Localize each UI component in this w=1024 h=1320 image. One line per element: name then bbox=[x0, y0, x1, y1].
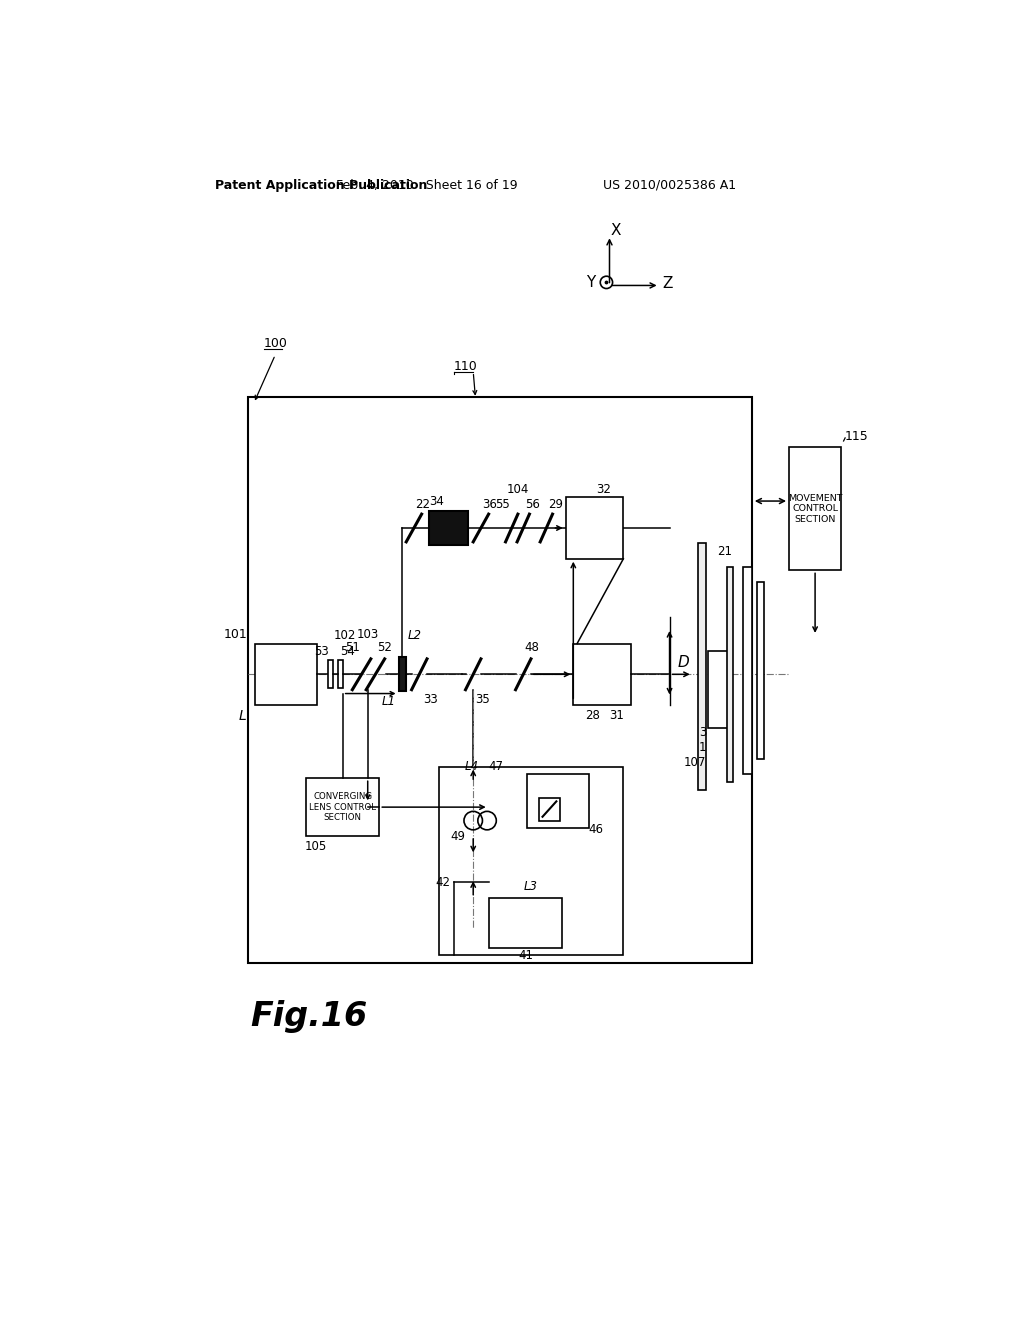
Bar bbox=[339, 660, 343, 688]
Bar bbox=[708, 651, 731, 729]
Text: 1: 1 bbox=[699, 741, 707, 754]
Text: Z: Z bbox=[663, 276, 673, 292]
Text: 32: 32 bbox=[596, 483, 610, 496]
Text: L1: L1 bbox=[381, 694, 395, 708]
Text: 41: 41 bbox=[518, 949, 534, 962]
Bar bbox=[248, 397, 752, 964]
Text: L3: L3 bbox=[523, 879, 538, 892]
Text: 101: 101 bbox=[224, 628, 248, 640]
Text: 21: 21 bbox=[717, 545, 732, 557]
Bar bbox=[788, 447, 842, 570]
Text: 3: 3 bbox=[699, 726, 707, 739]
Text: Feb. 4, 2010   Sheet 16 of 19: Feb. 4, 2010 Sheet 16 of 19 bbox=[336, 178, 518, 191]
Text: 51: 51 bbox=[345, 640, 360, 653]
Text: 110: 110 bbox=[454, 360, 478, 372]
Text: 52: 52 bbox=[377, 640, 392, 653]
Text: CONVERGING
LENS CONTROL
SECTION: CONVERGING LENS CONTROL SECTION bbox=[309, 792, 376, 822]
Text: 33: 33 bbox=[423, 693, 438, 706]
Bar bbox=[488, 898, 562, 948]
Text: 103: 103 bbox=[356, 628, 379, 640]
Text: 29: 29 bbox=[548, 499, 563, 511]
Bar bbox=[539, 797, 560, 821]
Text: Y: Y bbox=[587, 275, 596, 290]
Text: 28: 28 bbox=[585, 709, 600, 722]
Bar bbox=[573, 644, 631, 705]
Text: 31: 31 bbox=[609, 709, 625, 722]
Text: 47: 47 bbox=[488, 760, 504, 774]
Text: L: L bbox=[239, 709, 246, 723]
Text: D: D bbox=[677, 655, 689, 671]
Text: 54: 54 bbox=[340, 644, 355, 657]
Text: 104: 104 bbox=[507, 483, 529, 496]
Text: X: X bbox=[610, 223, 621, 238]
Text: Patent Application Publication: Patent Application Publication bbox=[215, 178, 428, 191]
Text: 55: 55 bbox=[496, 499, 510, 511]
Text: 34: 34 bbox=[429, 495, 444, 508]
Text: 115: 115 bbox=[845, 430, 868, 444]
Text: 48: 48 bbox=[524, 640, 540, 653]
Text: L4: L4 bbox=[465, 760, 478, 774]
Text: 42: 42 bbox=[435, 875, 451, 888]
Text: 53: 53 bbox=[313, 644, 329, 657]
Bar bbox=[398, 657, 407, 692]
Text: 22: 22 bbox=[416, 499, 430, 511]
Bar bbox=[527, 775, 589, 829]
Text: Fig.16: Fig.16 bbox=[250, 1001, 368, 1034]
Bar bbox=[329, 660, 333, 688]
Text: 46: 46 bbox=[589, 824, 604, 837]
Bar bbox=[757, 582, 764, 759]
Bar bbox=[565, 498, 624, 558]
Text: 100: 100 bbox=[264, 337, 288, 350]
Text: L2: L2 bbox=[408, 630, 422, 643]
Text: 56: 56 bbox=[524, 499, 540, 511]
Bar bbox=[306, 779, 379, 836]
Text: 49: 49 bbox=[451, 829, 466, 842]
Text: 35: 35 bbox=[475, 693, 489, 706]
Text: 102: 102 bbox=[334, 630, 355, 643]
Text: 36: 36 bbox=[482, 499, 498, 511]
Bar bbox=[727, 566, 733, 781]
Bar bbox=[438, 767, 624, 956]
Bar bbox=[255, 644, 316, 705]
Text: US 2010/0025386 A1: US 2010/0025386 A1 bbox=[603, 178, 736, 191]
Text: 107: 107 bbox=[684, 756, 707, 770]
Bar bbox=[698, 544, 706, 789]
Bar bbox=[429, 511, 468, 545]
Text: MOVEMENT
CONTROL
SECTION: MOVEMENT CONTROL SECTION bbox=[787, 494, 843, 524]
Bar bbox=[742, 566, 752, 775]
Text: 105: 105 bbox=[304, 841, 327, 853]
